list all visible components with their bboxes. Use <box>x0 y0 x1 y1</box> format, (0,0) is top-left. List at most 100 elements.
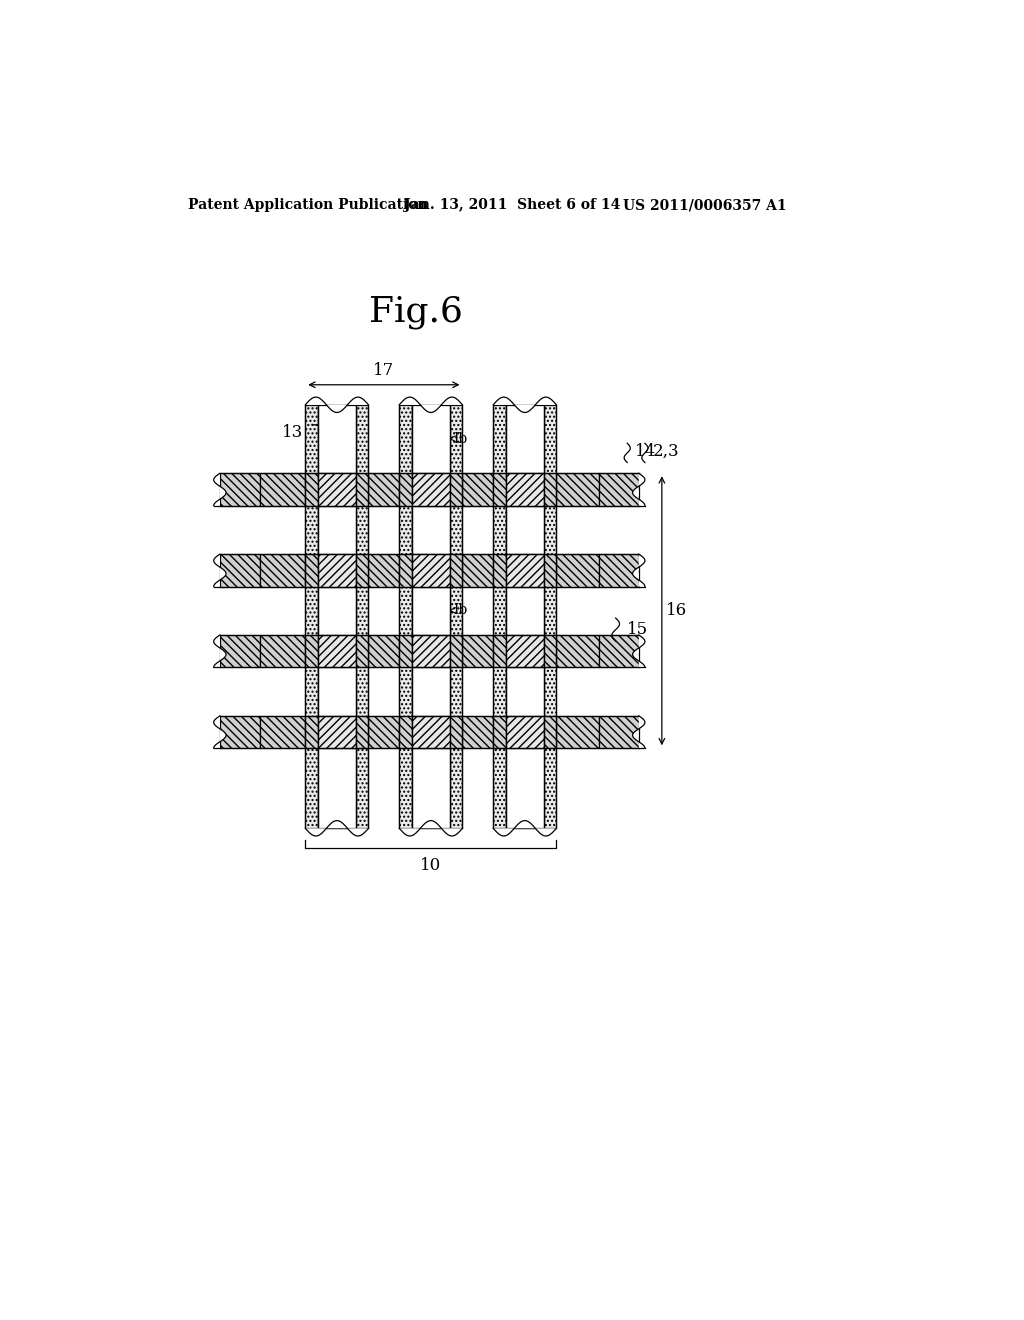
Bar <box>544 715 556 748</box>
Bar <box>544 405 556 829</box>
Bar <box>412 668 451 715</box>
Bar <box>506 748 544 829</box>
Bar <box>556 715 599 748</box>
Bar <box>260 554 305 586</box>
Bar <box>412 586 451 635</box>
Text: Ib: Ib <box>454 432 467 446</box>
Bar <box>305 405 317 829</box>
Bar <box>317 635 356 668</box>
Bar <box>317 586 356 635</box>
Bar <box>544 554 556 586</box>
Text: 13: 13 <box>282 424 303 441</box>
Bar <box>356 554 369 586</box>
Bar <box>220 635 260 668</box>
Bar <box>220 474 260 506</box>
Bar <box>506 506 544 554</box>
Bar <box>399 635 412 668</box>
Bar <box>412 405 451 474</box>
Bar <box>494 715 506 748</box>
Text: Ib: Ib <box>454 603 467 618</box>
Bar <box>260 635 305 668</box>
Bar <box>463 474 494 506</box>
Bar <box>260 715 305 748</box>
Bar <box>506 635 544 668</box>
Bar <box>494 405 506 829</box>
Bar <box>494 474 506 506</box>
Text: Jan. 13, 2011  Sheet 6 of 14: Jan. 13, 2011 Sheet 6 of 14 <box>403 198 621 213</box>
Text: Ia: Ia <box>414 512 428 525</box>
Bar <box>556 554 599 586</box>
Bar <box>317 506 356 554</box>
Bar <box>317 474 356 506</box>
Bar <box>260 474 305 506</box>
Bar <box>599 474 639 506</box>
Bar <box>369 554 399 586</box>
Bar <box>506 586 544 635</box>
Bar <box>317 554 356 586</box>
Text: 17: 17 <box>374 362 394 379</box>
Bar <box>305 474 317 506</box>
Bar <box>399 715 412 748</box>
Bar <box>451 554 463 586</box>
Bar <box>599 715 639 748</box>
Text: Fig.6: Fig.6 <box>370 296 463 330</box>
Text: US 2011/0006357 A1: US 2011/0006357 A1 <box>624 198 787 213</box>
Bar <box>451 635 463 668</box>
Bar <box>544 635 556 668</box>
Bar <box>412 554 451 586</box>
Bar <box>356 715 369 748</box>
Bar <box>356 474 369 506</box>
Bar <box>412 405 451 829</box>
Bar <box>220 554 260 586</box>
Bar <box>494 635 506 668</box>
Bar <box>506 668 544 715</box>
Bar <box>451 474 463 506</box>
Bar <box>506 554 544 586</box>
Bar <box>544 474 556 506</box>
Bar <box>451 405 463 829</box>
Bar <box>356 405 369 829</box>
Bar <box>317 748 356 829</box>
Bar <box>556 635 599 668</box>
Bar <box>412 748 451 829</box>
Bar <box>317 405 356 474</box>
Text: 8: 8 <box>435 418 445 436</box>
Bar <box>369 715 399 748</box>
Bar <box>412 715 451 748</box>
Bar <box>463 715 494 748</box>
Bar <box>506 474 544 506</box>
Bar <box>369 474 399 506</box>
Bar <box>451 715 463 748</box>
Bar <box>317 405 356 829</box>
Bar <box>220 715 260 748</box>
Bar <box>556 474 599 506</box>
Bar <box>399 405 412 829</box>
Bar <box>317 715 356 748</box>
Bar <box>599 635 639 668</box>
Text: Ia: Ia <box>319 512 334 525</box>
Bar <box>305 554 317 586</box>
Bar <box>399 474 412 506</box>
Text: 14: 14 <box>635 442 656 459</box>
Bar <box>599 554 639 586</box>
Bar <box>399 554 412 586</box>
Text: 16: 16 <box>666 602 687 619</box>
Bar <box>463 635 494 668</box>
Text: 15: 15 <box>628 622 648 638</box>
Text: Patent Application Publication: Patent Application Publication <box>188 198 428 213</box>
Bar <box>463 554 494 586</box>
Text: 2,3: 2,3 <box>652 442 679 459</box>
Bar <box>369 635 399 668</box>
Text: 10: 10 <box>420 857 441 874</box>
Bar <box>506 405 544 829</box>
Bar <box>305 715 317 748</box>
Bar <box>412 474 451 506</box>
Bar <box>317 668 356 715</box>
Bar <box>412 506 451 554</box>
Bar <box>305 635 317 668</box>
Bar <box>494 554 506 586</box>
Bar <box>506 715 544 748</box>
Bar <box>356 635 369 668</box>
Bar <box>506 405 544 474</box>
Bar <box>412 635 451 668</box>
